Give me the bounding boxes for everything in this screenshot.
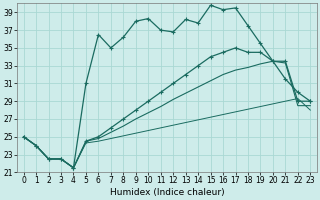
X-axis label: Humidex (Indice chaleur): Humidex (Indice chaleur) [110,188,224,197]
